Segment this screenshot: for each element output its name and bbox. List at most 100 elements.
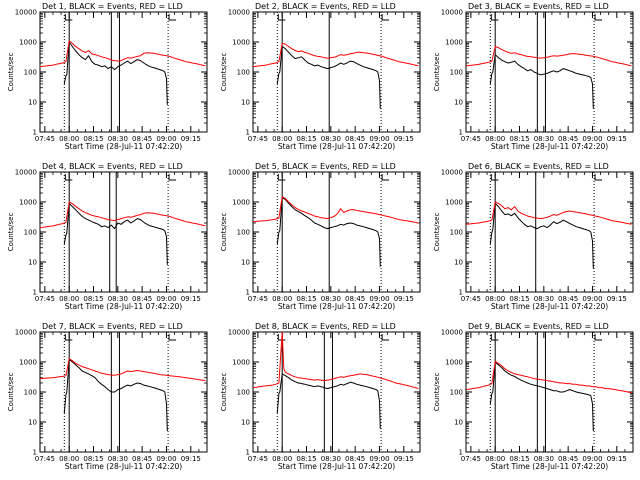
detector-panel-9: Det 9, BLACK = Events, RED = LLD 1 10 100 10… xyxy=(433,322,634,471)
x-tick-label: 08:00 xyxy=(485,135,505,143)
x-tick-label: 08:30 xyxy=(534,135,554,143)
series-line-events xyxy=(276,373,381,429)
x-tick-label: 08:45 xyxy=(345,135,365,143)
interval-end-marker xyxy=(168,334,177,341)
y-axis-label: Counts/sec xyxy=(220,213,228,252)
x-tick-label: 08:00 xyxy=(59,455,79,463)
x-tick-label: 08:15 xyxy=(83,135,103,143)
x-tick-label: 09:00 xyxy=(369,295,389,303)
interval-end-marker xyxy=(594,334,603,341)
panel-title: Det 9, BLACK = Events, RED = LLD xyxy=(468,322,609,331)
x-tick-label: 08:45 xyxy=(132,135,152,143)
interval-start-marker xyxy=(277,14,286,21)
y-tick-label: 10 xyxy=(454,259,463,267)
y-axis-label: Counts/sec xyxy=(7,373,15,412)
y-tick-label: 1000 xyxy=(232,199,250,207)
interval-start-marker xyxy=(490,14,499,21)
x-tick-label: 08:15 xyxy=(83,455,103,463)
y-tick-label: 1000 xyxy=(232,359,250,367)
x-tick-label: 07:45 xyxy=(461,295,481,303)
series-line-lld xyxy=(466,46,632,67)
series-line-events xyxy=(276,46,381,109)
y-tick-label: 1 xyxy=(33,289,37,297)
x-tick-label: 08:00 xyxy=(59,135,79,143)
x-tick-label: 07:45 xyxy=(461,135,481,143)
x-tick-label: 08:30 xyxy=(108,295,128,303)
series-line-lld xyxy=(466,201,632,225)
detector-panel-6: Det 6, BLACK = Events, RED = LLD 1 10 100 10… xyxy=(433,162,634,311)
y-axis-label: Counts/sec xyxy=(7,53,15,92)
x-tick-label: 08:15 xyxy=(296,135,316,143)
panel-title: Det 2, BLACK = Events, RED = LLD xyxy=(255,2,396,11)
y-tick-label: 100 xyxy=(237,229,250,237)
panel-title: Det 7, BLACK = Events, RED = LLD xyxy=(42,322,183,331)
x-tick-label: 07:45 xyxy=(35,455,55,463)
y-tick-label: 1 xyxy=(246,289,250,297)
x-tick-label: 09:00 xyxy=(369,455,389,463)
x-tick-label: 09:00 xyxy=(156,295,176,303)
series-line-lld xyxy=(40,201,206,229)
y-tick-label: 1 xyxy=(459,449,463,457)
y-tick-label: 10000 xyxy=(15,169,37,177)
x-tick-label: 08:45 xyxy=(558,135,578,143)
y-tick-label: 1000 xyxy=(445,39,463,47)
y-tick-label: 1000 xyxy=(445,359,463,367)
y-tick-label: 10 xyxy=(241,419,250,427)
x-axis-label: Start Time (28-Jul-11 07:42:20) xyxy=(65,302,182,311)
x-tick-label: 09:15 xyxy=(607,455,627,463)
series-line-lld xyxy=(40,40,206,68)
x-tick-label: 08:30 xyxy=(108,455,128,463)
x-tick-label: 08:45 xyxy=(132,455,152,463)
interval-end-marker xyxy=(381,174,390,181)
series-line-events xyxy=(63,41,168,105)
x-tick-label: 08:15 xyxy=(83,295,103,303)
x-tick-label: 08:15 xyxy=(509,455,529,463)
y-tick-label: 10000 xyxy=(228,9,250,17)
y-axis-label: Counts/sec xyxy=(7,213,15,252)
y-tick-label: 100 xyxy=(24,69,37,77)
x-axis-label: Start Time (28-Jul-11 07:42:20) xyxy=(491,302,608,311)
y-tick-label: 1000 xyxy=(19,199,37,207)
y-tick-label: 10000 xyxy=(441,329,463,337)
panel-title: Det 8, BLACK = Events, RED = LLD xyxy=(255,322,396,331)
y-tick-label: 10000 xyxy=(228,329,250,337)
y-tick-label: 1 xyxy=(33,129,37,137)
y-tick-label: 10000 xyxy=(441,9,463,17)
y-tick-label: 10 xyxy=(241,99,250,107)
y-axis-label: Counts/sec xyxy=(220,373,228,412)
series-line-lld xyxy=(253,332,419,390)
y-tick-label: 10000 xyxy=(228,169,250,177)
y-tick-label: 1 xyxy=(246,129,250,137)
x-tick-label: 09:15 xyxy=(181,135,201,143)
x-tick-label: 09:00 xyxy=(156,455,176,463)
x-tick-label: 08:45 xyxy=(345,295,365,303)
y-axis-label: Counts/sec xyxy=(433,53,441,92)
series-line-events xyxy=(276,197,381,267)
interval-end-marker xyxy=(381,14,390,21)
y-tick-label: 100 xyxy=(450,389,463,397)
x-tick-label: 09:15 xyxy=(181,455,201,463)
y-tick-label: 100 xyxy=(24,389,37,397)
y-axis-label: Counts/sec xyxy=(433,213,441,252)
interval-end-marker xyxy=(168,14,177,21)
interval-start-marker xyxy=(277,174,286,181)
x-tick-label: 09:15 xyxy=(394,295,414,303)
y-tick-label: 100 xyxy=(237,69,250,77)
x-tick-label: 08:45 xyxy=(558,455,578,463)
detector-panel-7: Det 7, BLACK = Events, RED = LLD 1 10 100 10… xyxy=(7,322,208,471)
y-tick-label: 10000 xyxy=(15,9,37,17)
detector-panel-5: Det 5, BLACK = Events, RED = LLD 1 10 100 10… xyxy=(220,162,421,311)
y-tick-label: 100 xyxy=(450,69,463,77)
series-line-events xyxy=(63,202,168,265)
x-axis-label: Start Time (28-Jul-11 07:42:20) xyxy=(278,142,395,151)
y-tick-label: 10 xyxy=(241,259,250,267)
y-tick-label: 10 xyxy=(454,419,463,427)
x-tick-label: 09:00 xyxy=(582,295,602,303)
y-tick-label: 1 xyxy=(459,129,463,137)
series-line-lld xyxy=(40,358,206,382)
detector-panel-8: Det 8, BLACK = Events, RED = LLD 1 10 100 10… xyxy=(220,322,421,471)
x-tick-label: 08:45 xyxy=(345,455,365,463)
x-tick-label: 07:45 xyxy=(248,135,268,143)
x-axis-label: Start Time (28-Jul-11 07:42:20) xyxy=(65,142,182,151)
x-tick-label: 09:00 xyxy=(369,135,389,143)
